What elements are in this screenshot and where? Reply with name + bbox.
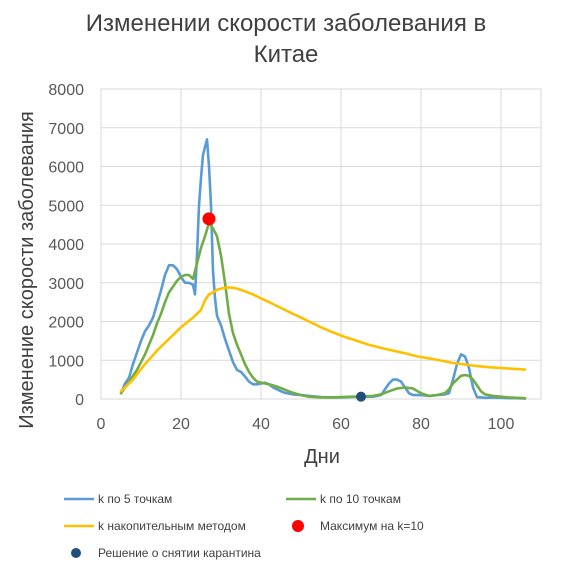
legend-label: k по 10 точкам xyxy=(320,492,401,506)
series-line-k-по-5-точкам xyxy=(119,138,527,400)
x-tick-label: 60 xyxy=(332,416,350,433)
data-point-решение-о-снятии-карантина xyxy=(356,391,366,402)
legend: k по 5 точкам k по 10 точкам k накопительн… xyxy=(64,492,424,560)
chart-title-line-2: Китае xyxy=(253,41,319,68)
legend-label: k по 5 точкам xyxy=(98,492,172,506)
grid xyxy=(100,88,542,400)
chart-title: Изменении скорости заболевания в Китае xyxy=(0,8,572,70)
series-group xyxy=(119,138,527,402)
chart-title-line-1: Изменении скорости заболевания в xyxy=(85,10,487,37)
legend-swatch xyxy=(71,548,81,558)
y-tick-label: 8000 xyxy=(48,82,84,99)
y-tick-label: 6000 xyxy=(48,160,84,177)
y-tick-label: 5000 xyxy=(48,198,84,215)
x-axis-ticks: 0 20 40 60 80 100 xyxy=(97,416,515,433)
y-tick-label: 3000 xyxy=(48,276,84,293)
y-tick-label: 0 xyxy=(75,392,84,409)
y-tick-label: 4000 xyxy=(48,237,84,254)
x-tick-label: 100 xyxy=(488,416,515,433)
x-tick-label: 80 xyxy=(412,416,430,433)
legend-label: k накопительным методом xyxy=(98,519,246,533)
y-tick-label: 7000 xyxy=(48,121,84,138)
y-axis-ticks: 0 1000 2000 3000 4000 5000 6000 7000 8000 xyxy=(48,82,84,409)
x-tick-label: 0 xyxy=(97,416,106,433)
series-line-k-по-10-точкам xyxy=(119,221,527,400)
series-line-k-накопительным-методом xyxy=(119,286,527,393)
legend-swatch xyxy=(292,520,304,532)
y-axis-title: Изменение скорости заболевания xyxy=(16,111,38,429)
data-point-максимум-на-k-10 xyxy=(202,212,216,226)
y-tick-label: 2000 xyxy=(48,315,84,332)
y-tick-label: 1000 xyxy=(48,353,84,370)
x-tick-label: 20 xyxy=(172,416,190,433)
x-axis-title: Дни xyxy=(304,446,340,468)
legend-label: Решение о снятии карантина xyxy=(98,546,261,560)
legend-label: Максимум на k=10 xyxy=(320,519,424,533)
x-tick-label: 40 xyxy=(252,416,270,433)
